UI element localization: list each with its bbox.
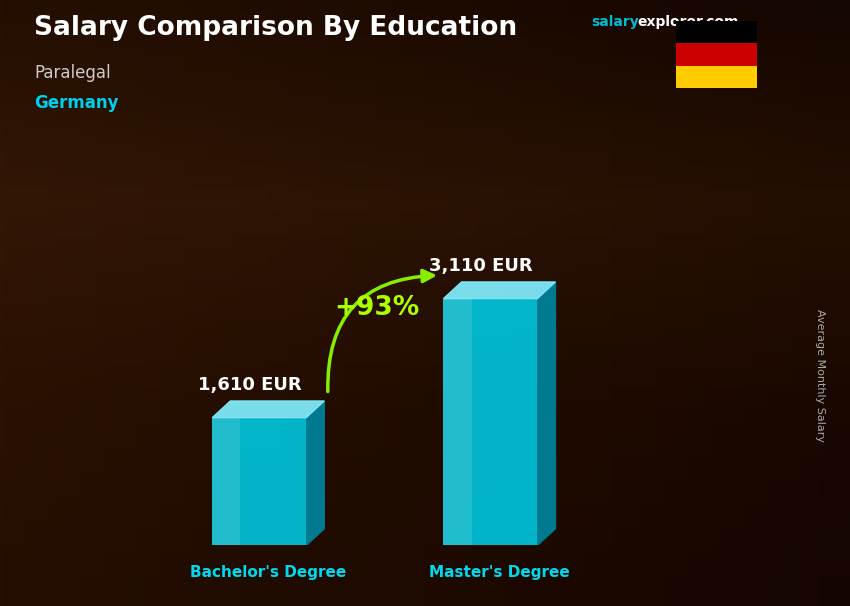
Bar: [212, 418, 241, 545]
Text: 3,110 EUR: 3,110 EUR: [429, 258, 533, 275]
Bar: [444, 299, 537, 545]
Text: explorer.com: explorer.com: [638, 15, 739, 29]
Text: +93%: +93%: [334, 295, 419, 321]
Polygon shape: [444, 282, 556, 299]
Bar: [676, 44, 756, 65]
Text: Master's Degree: Master's Degree: [429, 565, 570, 581]
Text: Salary Comparison By Education: Salary Comparison By Education: [34, 15, 517, 41]
Text: Germany: Germany: [34, 94, 118, 112]
Text: 1,610 EUR: 1,610 EUR: [198, 376, 302, 395]
Text: Average Monthly Salary: Average Monthly Salary: [815, 309, 825, 442]
Bar: [676, 21, 756, 44]
Bar: [212, 418, 306, 545]
Text: salary: salary: [591, 15, 638, 29]
Polygon shape: [212, 401, 325, 418]
Text: Paralegal: Paralegal: [34, 64, 110, 82]
Polygon shape: [537, 282, 556, 545]
Bar: [444, 299, 472, 545]
Text: Bachelor's Degree: Bachelor's Degree: [190, 565, 347, 581]
Polygon shape: [306, 401, 325, 545]
Bar: [676, 65, 756, 88]
